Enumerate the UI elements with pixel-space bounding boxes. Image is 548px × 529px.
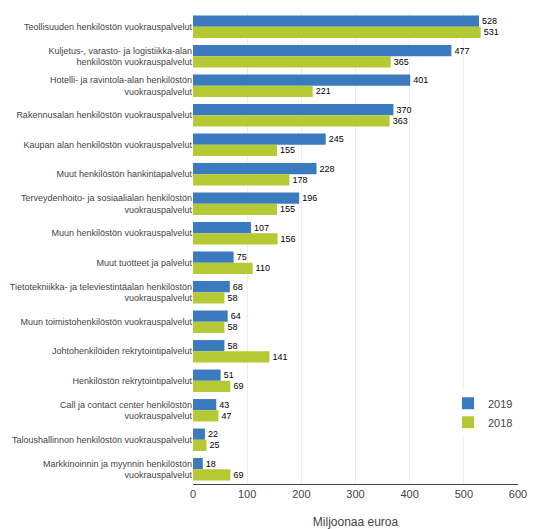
svg-text:Muun henkilöstön vuokrauspalve: Muun henkilöstön vuokrauspalvelut bbox=[51, 228, 192, 238]
svg-text:477: 477 bbox=[454, 46, 469, 56]
svg-text:75: 75 bbox=[237, 252, 247, 262]
svg-text:Rakennusalan henkilöstön vuokr: Rakennusalan henkilöstön vuokrauspalvelu… bbox=[16, 110, 192, 120]
svg-text:Kaupan alan henkilöstön vuokra: Kaupan alan henkilöstön vuokrauspalvelut bbox=[23, 140, 192, 150]
svg-text:196: 196 bbox=[302, 193, 317, 203]
svg-text:69: 69 bbox=[233, 381, 243, 391]
svg-text:25: 25 bbox=[210, 440, 220, 450]
svg-text:18: 18 bbox=[206, 459, 216, 469]
svg-text:47: 47 bbox=[221, 411, 231, 421]
svg-text:245: 245 bbox=[329, 134, 344, 144]
svg-text:Johtohenkilöiden rekrytointipa: Johtohenkilöiden rekrytointipalvelut bbox=[52, 346, 193, 356]
svg-text:401: 401 bbox=[413, 75, 428, 85]
svg-text:Terveydenhoito- ja sosiaaliala: Terveydenhoito- ja sosiaalialan henkilös… bbox=[21, 193, 193, 215]
svg-text:Muun toimistohenkilöstön vuokr: Muun toimistohenkilöstön vuokrauspalvelu… bbox=[20, 317, 192, 327]
svg-text:228: 228 bbox=[320, 164, 335, 174]
svg-text:Muut henkilöstön hankintapalve: Muut henkilöstön hankintapalvelut bbox=[56, 169, 192, 179]
svg-text:500: 500 bbox=[455, 488, 473, 500]
svg-text:531: 531 bbox=[484, 27, 499, 37]
svg-text:300: 300 bbox=[346, 488, 364, 500]
svg-text:43: 43 bbox=[219, 400, 229, 410]
svg-text:Taloushallinnon henkilöstön vu: Taloushallinnon henkilöstön vuokrauspalv… bbox=[12, 435, 193, 445]
svg-text:58: 58 bbox=[227, 341, 237, 351]
svg-text:22: 22 bbox=[208, 429, 218, 439]
svg-text:365: 365 bbox=[394, 57, 409, 67]
svg-text:Teollisuuden henkilöstön vuokr: Teollisuuden henkilöstön vuokrauspalvelu… bbox=[24, 22, 193, 32]
svg-text:200: 200 bbox=[292, 488, 310, 500]
svg-text:600: 600 bbox=[509, 488, 527, 500]
svg-text:Miljoonaa euroa: Miljoonaa euroa bbox=[313, 515, 399, 529]
svg-text:2018: 2018 bbox=[488, 417, 512, 429]
svg-text:155: 155 bbox=[280, 204, 295, 214]
svg-text:58: 58 bbox=[227, 293, 237, 303]
svg-text:363: 363 bbox=[393, 116, 408, 126]
svg-text:155: 155 bbox=[280, 145, 295, 155]
svg-text:Kuljetus-, varasto- ja logisti: Kuljetus-, varasto- ja logistiikka-alanh… bbox=[48, 46, 192, 68]
svg-text:110: 110 bbox=[256, 263, 270, 273]
svg-text:Tietotekniikka- ja televiestin: Tietotekniikka- ja televiestintäalan hen… bbox=[10, 282, 193, 304]
svg-text:51: 51 bbox=[224, 370, 234, 380]
svg-text:Muut tuotteet ja palvelut: Muut tuotteet ja palvelut bbox=[96, 258, 192, 268]
svg-text:Markkinoinnin ja myynnin henki: Markkinoinnin ja myynnin henkilöstönvuok… bbox=[43, 459, 193, 481]
svg-text:141: 141 bbox=[272, 352, 287, 362]
svg-text:Call ja contact center henkilö: Call ja contact center henkilöstönvuokra… bbox=[60, 400, 193, 422]
svg-text:100: 100 bbox=[238, 488, 256, 500]
svg-text:58: 58 bbox=[227, 322, 237, 332]
svg-text:0: 0 bbox=[190, 488, 196, 500]
svg-text:Henkilöstön rekrytointipalvelu: Henkilöstön rekrytointipalvelut bbox=[72, 376, 192, 386]
svg-text:400: 400 bbox=[400, 488, 418, 500]
svg-text:178: 178 bbox=[292, 175, 307, 185]
svg-text:156: 156 bbox=[281, 234, 296, 244]
svg-text:221: 221 bbox=[316, 86, 331, 96]
svg-text:2019: 2019 bbox=[488, 398, 512, 410]
svg-text:528: 528 bbox=[482, 16, 497, 26]
svg-text:64: 64 bbox=[231, 311, 241, 321]
svg-text:107: 107 bbox=[254, 223, 269, 233]
svg-text:68: 68 bbox=[233, 282, 243, 292]
svg-text:Hotelli- ja ravintola-alan hen: Hotelli- ja ravintola-alan henkilöstönvu… bbox=[50, 75, 193, 97]
svg-text:370: 370 bbox=[396, 105, 411, 115]
svg-text:69: 69 bbox=[233, 470, 243, 480]
